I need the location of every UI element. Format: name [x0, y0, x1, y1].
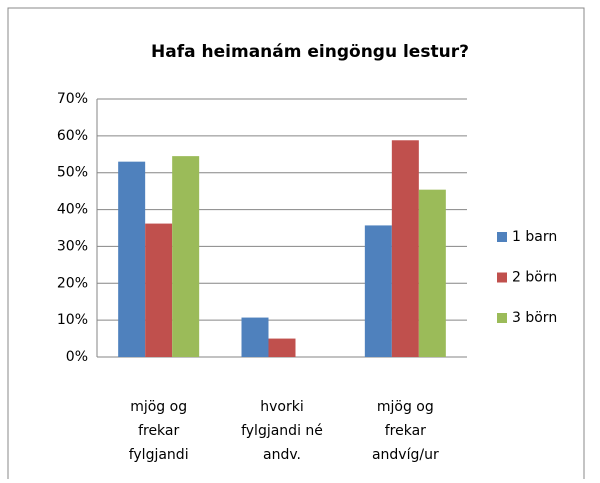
bar: [172, 156, 200, 357]
legend-label: 2 börn: [512, 270, 557, 286]
x-tick-label: frekar: [385, 423, 426, 439]
y-tick-label: 0%: [66, 349, 88, 365]
bar: [145, 223, 173, 357]
bar: [241, 317, 269, 357]
bar: [364, 225, 392, 357]
x-tick-label: andvíg/ur: [372, 447, 439, 463]
bar: [418, 189, 446, 357]
x-tick-label: fylgjandi né: [241, 423, 323, 439]
chart-title: Hafa heimanám eingöngu lestur?: [151, 42, 469, 62]
chart-border: [7, 7, 585, 479]
bar: [118, 161, 146, 357]
legend-label: 1 barn: [512, 229, 557, 245]
x-tick-label: fylgjandi: [129, 447, 189, 463]
bar: [391, 140, 419, 357]
y-tick-label: 30%: [57, 238, 88, 254]
y-tick-label: 10%: [57, 312, 88, 328]
x-tick-label: andv.: [263, 447, 301, 463]
y-tick-label: 20%: [57, 275, 88, 291]
y-tick-label: 70%: [57, 91, 88, 107]
y-tick-label: 60%: [57, 128, 88, 144]
x-tick-label: hvorki: [260, 399, 303, 415]
y-tick-label: 40%: [57, 202, 88, 218]
y-tick-label: 50%: [57, 165, 88, 181]
legend-swatch: [497, 232, 507, 242]
bar: [268, 338, 296, 357]
legend-swatch: [497, 272, 507, 283]
legend-label: 3 börn: [512, 310, 557, 326]
x-tick-label: mjög og: [130, 399, 187, 415]
legend-swatch: [497, 313, 507, 323]
x-tick-label: mjög og: [377, 399, 434, 415]
x-tick-label: frekar: [138, 423, 179, 439]
